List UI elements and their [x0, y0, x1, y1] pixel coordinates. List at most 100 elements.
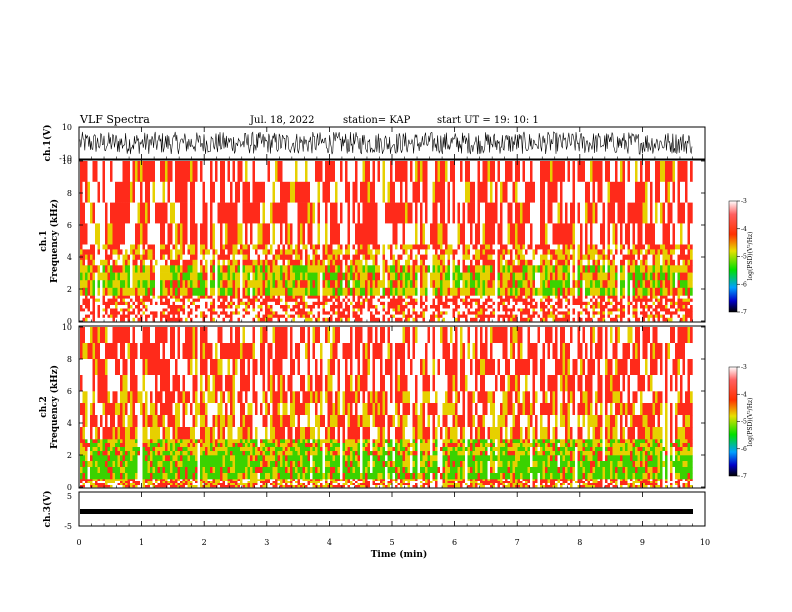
ch1-spectrogram-cell [680, 317, 683, 322]
ch1-spectrogram-cell [322, 259, 326, 266]
ch1-spectrogram-cell [415, 223, 418, 245]
ch1-spectrogram-cell [597, 244, 601, 250]
ch1-spectrogram-cell [175, 181, 178, 203]
ch1-spectrogram-cell [605, 249, 608, 255]
ch1-spectrogram-cell [505, 295, 508, 299]
ch1-spectrogram-cell [395, 314, 398, 319]
ch1-spectrogram-cell [562, 244, 566, 250]
ch1-spectrogram-cell [82, 287, 86, 296]
ch1-spectrogram-cell [497, 308, 501, 312]
ch1-spectrogram-cell [615, 295, 618, 299]
ch1-spectrogram-cell [427, 254, 431, 261]
ch1-spectrogram-cell [290, 161, 293, 183]
ch1-spectrogram-cell [152, 265, 156, 273]
ch1-spectrogram-cell [465, 181, 468, 203]
ch2-spectrogram-cell [80, 447, 83, 452]
ch1-spectrogram-cell [680, 308, 683, 312]
ch1-spectrogram-cell [557, 272, 561, 281]
ch1-spectrogram-cell [630, 249, 633, 255]
ch2-spectrogram-cell [82, 391, 86, 404]
ch1-spectrogram-cell [437, 161, 441, 183]
ch1-spectrogram-cell [560, 259, 563, 266]
ch1-spectrogram-cell [620, 249, 623, 255]
ch1-spectrogram-cell [402, 280, 406, 289]
ch1-spectrogram-cell [310, 249, 313, 255]
ch1-spectrogram-cell [490, 202, 493, 224]
ch1-spectrogram-cell [470, 265, 473, 273]
ch1-spectrogram-cell [325, 272, 328, 281]
ch1-spectrogram-cell [385, 265, 388, 273]
ch1-spectrogram-cell [440, 298, 443, 303]
ch1-spectrogram-cell [502, 301, 506, 306]
ch1-spectrogram-cell [102, 280, 106, 289]
ch1-spectrogram-cell [152, 223, 156, 245]
ch1-spectrogram-cell [85, 298, 88, 303]
ch1-spectrogram-cell [415, 259, 418, 266]
ch1-spectrogram-cell [425, 287, 428, 296]
ch1-spectrogram-cell [225, 254, 228, 261]
ch1-spectrogram-cell [597, 181, 601, 203]
ch1-spectrogram-cell [112, 311, 116, 315]
ch1-spectrogram-cell [447, 259, 451, 266]
ch1-spectrogram-cell [685, 244, 688, 250]
ch1-spectrogram-cell [595, 272, 598, 281]
ch1-spectrogram-cell [380, 181, 383, 203]
ch1-spectrogram-cell [595, 308, 598, 312]
ch1-spectrogram-cell [680, 280, 683, 289]
ch1-spectrogram-cell [440, 161, 443, 183]
ch1-spectrogram-cell [600, 287, 603, 296]
ch1-spectrogram-cell [167, 249, 171, 255]
ch1-spectrogram-cell [600, 280, 603, 289]
ch1-spectrogram-cell [442, 249, 446, 255]
ch1-spectrogram-cell [430, 295, 433, 299]
ch1-spectrogram-cell [377, 272, 381, 281]
ch1-spectrogram-cell [677, 311, 681, 315]
ch1-spectrogram-cell [330, 161, 333, 183]
ch1-spectrogram-cell [550, 181, 553, 203]
ch1-spectrogram-cell [517, 295, 521, 299]
ch1-spectrogram-cell [170, 254, 173, 261]
ch1-spectrogram-cell [237, 280, 241, 289]
ch1-spectrogram-cell [592, 280, 596, 289]
ch1-spectrogram-cell [445, 314, 448, 319]
ch1-spectrogram-cell [620, 202, 623, 224]
ch1-spectrogram-cell [542, 314, 546, 319]
ch1-spectrogram-cell [355, 249, 358, 255]
ch1-spectrogram-cell [325, 249, 328, 255]
ch1-spectrogram-cell [110, 301, 113, 306]
ch1-spectrogram-cell [247, 311, 251, 315]
ch1-spectrogram-cell [250, 280, 253, 289]
ch1-spectrogram-cell [620, 298, 623, 303]
ch1-spectrogram-cell [290, 259, 293, 266]
ch1-spectrogram-cell [195, 272, 198, 281]
ch1-spectrogram-cell [625, 280, 628, 289]
ch1-spectrogram-cell [107, 295, 111, 299]
ch1-spectrogram-cell [340, 259, 343, 266]
ch1-spectrogram-cell [650, 244, 653, 250]
ch1-spectrogram-cell [532, 314, 536, 319]
ch1-spectrogram-cell [545, 181, 548, 203]
ch1-spectrogram-cell [662, 265, 666, 273]
ch1-spectrogram-cell [90, 308, 93, 312]
ch1-spectrogram-cell [652, 305, 656, 309]
ch1-spectrogram-cell [92, 317, 96, 322]
ch1-spectrogram-cell [602, 254, 606, 261]
ch1-spectrogram-cell [247, 314, 251, 319]
ch1-spectrogram-cell [400, 181, 403, 203]
ch1-spectrogram-cell [522, 311, 526, 315]
ch1-spectrogram-cell [357, 305, 361, 309]
ch1-spectrogram-cell [317, 308, 321, 312]
ch1-spectrogram-cell [197, 298, 201, 303]
ch1-spectrogram-cell [432, 259, 436, 266]
ch1-spectrogram-cell [92, 314, 96, 319]
ch1-spectrogram-cell [105, 223, 108, 245]
ch1-spectrogram-cell [460, 161, 463, 183]
ch1-spectrogram-cell [602, 301, 606, 306]
ch1-spectrogram-cell [675, 314, 678, 319]
ch1-spectrogram-cell [217, 259, 221, 266]
ch1-spectrogram-cell [672, 272, 676, 281]
ch1-spectrogram-cell [630, 317, 633, 322]
ch1-spectrogram-cell [172, 314, 176, 319]
ch1-spectrogram-cell [120, 301, 123, 306]
ch1-spectrogram-cell [282, 181, 286, 203]
